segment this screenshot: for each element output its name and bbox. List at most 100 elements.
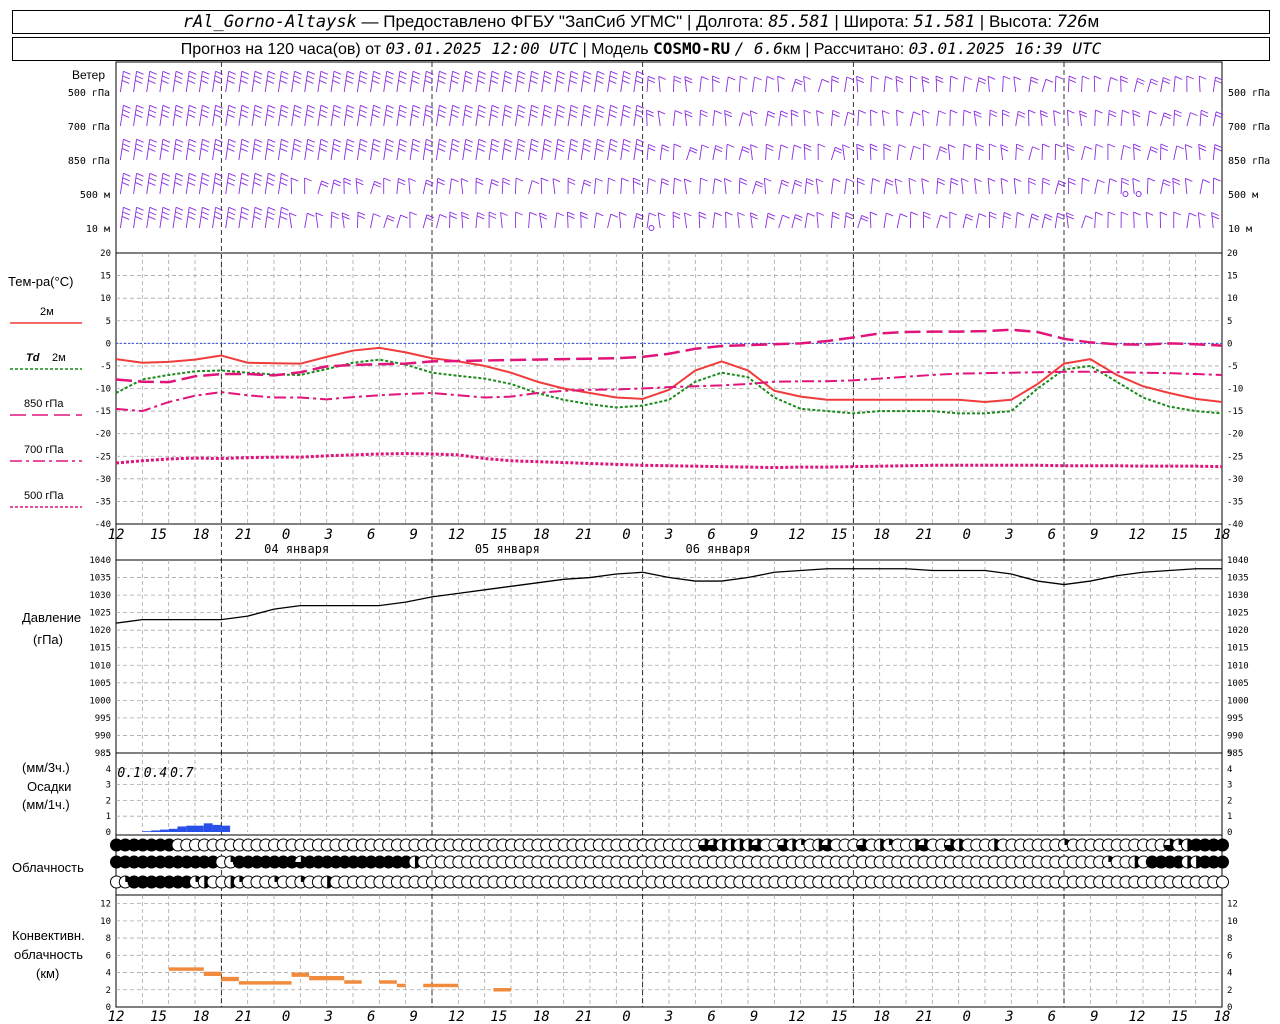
wind-barb-shaft bbox=[1186, 213, 1190, 229]
wind-barb-feather bbox=[661, 147, 669, 152]
wind-barb-feather bbox=[609, 114, 617, 118]
wind-barb-feather bbox=[449, 211, 458, 216]
wind-barb-feather bbox=[372, 143, 381, 148]
wind-barb-feather bbox=[505, 104, 513, 109]
wind-barb-feather bbox=[279, 80, 288, 84]
wind-barb-shaft bbox=[751, 181, 757, 195]
wind-barb-feather bbox=[584, 179, 592, 184]
wind-barb-feather bbox=[175, 206, 184, 211]
wind-barb-feather bbox=[1199, 75, 1207, 80]
wind-barb-feather bbox=[1028, 177, 1036, 182]
wind-barb-feather bbox=[200, 114, 209, 118]
wind-barb-feather bbox=[910, 211, 918, 216]
precip-tick-left: 1 bbox=[106, 812, 111, 822]
wind-barb-feather bbox=[200, 80, 209, 84]
wind-barb-feather bbox=[502, 181, 511, 186]
temp-tick-left: 20 bbox=[100, 249, 111, 259]
wind-barb-feather bbox=[188, 75, 196, 80]
wind-barb-feather bbox=[610, 138, 618, 143]
wind-barb-shaft bbox=[765, 111, 769, 127]
wind-barb-feather bbox=[461, 215, 470, 220]
wind-barb-shaft bbox=[159, 139, 164, 161]
wind-barb-feather bbox=[202, 172, 210, 177]
wind-barb-feather bbox=[162, 206, 171, 211]
wind-barb-feather bbox=[279, 182, 288, 186]
wind-barb-shaft bbox=[1039, 110, 1043, 127]
temp-tick-right: -25 bbox=[1227, 452, 1243, 462]
wind-barb-feather bbox=[227, 114, 235, 118]
wind-barb-feather bbox=[1122, 109, 1130, 114]
hour-tick-label-bottom: 15 bbox=[1171, 1009, 1188, 1024]
wind-barb-feather bbox=[795, 78, 803, 83]
temp-tick-left: 5 bbox=[106, 317, 111, 327]
wind-barb-feather bbox=[1198, 147, 1207, 152]
wind-barb-shaft bbox=[830, 147, 836, 161]
wind-barb-feather bbox=[290, 177, 299, 182]
wind-barb-shaft bbox=[159, 173, 164, 195]
wind-barb-feather bbox=[175, 211, 183, 216]
wind-barb-feather bbox=[347, 138, 355, 143]
hour-tick-label-bottom: 15 bbox=[490, 1009, 507, 1024]
wind-barb-shaft bbox=[475, 105, 480, 127]
wind-barb-shaft bbox=[383, 71, 388, 93]
cloud-circle bbox=[1216, 875, 1229, 889]
hour-tick-label-bottom: 0 bbox=[963, 1009, 971, 1024]
wind-barb-feather bbox=[1017, 212, 1025, 216]
hour-tick-label-bottom: 21 bbox=[575, 1009, 592, 1024]
wind-barb-shaft bbox=[1028, 146, 1033, 161]
wind-barb-feather bbox=[464, 109, 473, 114]
wind-barb-feather bbox=[739, 181, 747, 186]
wind-barb-feather bbox=[266, 114, 275, 118]
wind-barb-feather bbox=[332, 114, 340, 118]
precip-3h-total: 0.7 bbox=[170, 766, 194, 781]
wind-barb-feather bbox=[504, 75, 512, 80]
wind-barb-feather bbox=[214, 80, 222, 84]
wind-barb-shaft bbox=[172, 105, 177, 127]
wind-barb-feather bbox=[596, 212, 604, 217]
wind-barb-feather bbox=[1032, 146, 1040, 151]
conv-tick-left: 10 bbox=[100, 917, 111, 927]
latitude-label: Широта: bbox=[843, 12, 909, 31]
wind-barb-feather bbox=[293, 109, 302, 114]
wind-barb-feather bbox=[1133, 211, 1141, 216]
wind-barb-feather bbox=[357, 211, 366, 216]
pressure-title: Давление bbox=[22, 610, 82, 625]
pressure-tick-right: 1000 bbox=[1227, 696, 1249, 706]
wind-barb-shaft bbox=[264, 173, 269, 195]
wind-barb-feather bbox=[795, 214, 803, 218]
hour-tick-label-bottom: 15 bbox=[831, 1009, 848, 1024]
wind-barb-feather bbox=[1068, 79, 1077, 84]
wind-barb-feather bbox=[293, 143, 302, 148]
wind-barb-shaft bbox=[683, 178, 688, 195]
wind-barb-feather bbox=[609, 80, 617, 84]
wind-barb-feather bbox=[491, 138, 500, 143]
wind-barb-shaft bbox=[1132, 178, 1135, 195]
wind-barb-feather bbox=[398, 148, 406, 152]
wind-barb-feather bbox=[871, 75, 879, 80]
wind-barb-feather bbox=[253, 114, 261, 118]
wind-barb-shaft bbox=[725, 76, 729, 93]
wind-barb-feather bbox=[215, 104, 223, 109]
wind-barb-feather bbox=[950, 109, 958, 114]
conv-tick-left: 6 bbox=[106, 951, 111, 961]
wind-barb-feather bbox=[266, 148, 275, 152]
wind-barb-feather bbox=[529, 211, 537, 216]
wind-barb-feather bbox=[1190, 112, 1198, 117]
wind-barb-feather bbox=[1057, 212, 1065, 217]
wind-barb-feather bbox=[372, 75, 381, 80]
wind-barb-feather bbox=[857, 181, 865, 185]
conv-tick-right: 4 bbox=[1227, 969, 1232, 979]
wind-barb-feather bbox=[1160, 143, 1169, 148]
wind-barb-feather bbox=[1003, 75, 1011, 80]
wind-barb-feather bbox=[439, 214, 447, 218]
wind-barb-feather bbox=[544, 138, 552, 143]
wind-barb-shaft bbox=[567, 105, 572, 127]
pressure-unit: (гПа) bbox=[33, 632, 63, 647]
wind-barb-feather bbox=[1042, 177, 1051, 182]
wind-barb-shaft bbox=[251, 173, 256, 195]
wind-barb-shaft bbox=[133, 173, 138, 195]
wind-barb-shaft bbox=[540, 178, 543, 195]
wind-barb-feather bbox=[162, 104, 171, 109]
wind-barb-feather bbox=[728, 76, 736, 81]
wind-barb-feather bbox=[385, 114, 393, 118]
